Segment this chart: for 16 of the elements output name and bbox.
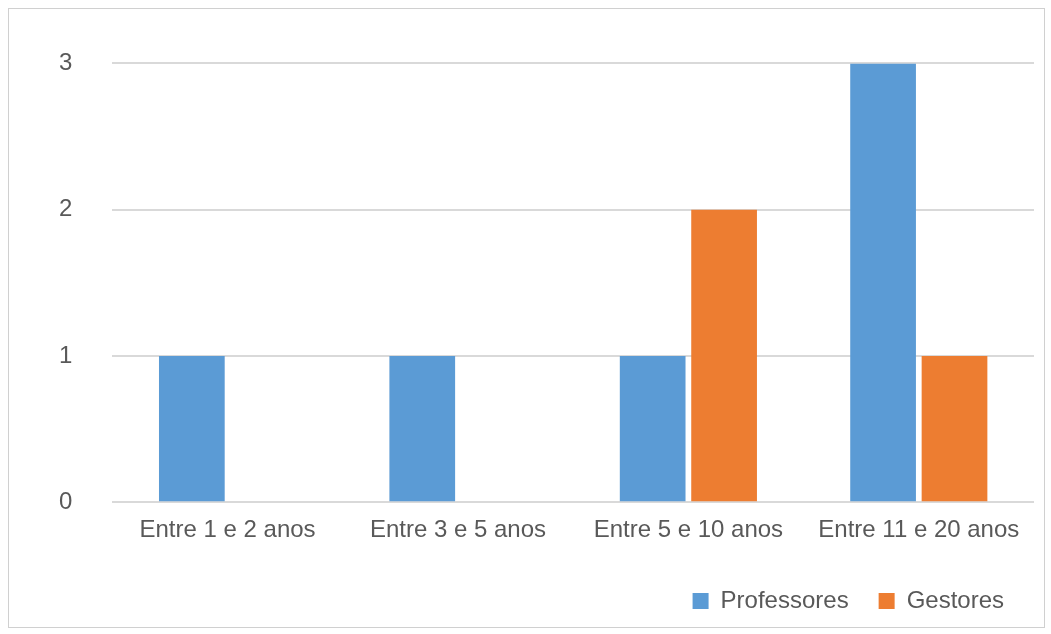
y-tick-label: 2 [58, 194, 73, 222]
bar [158, 355, 225, 502]
bar [619, 355, 686, 502]
legend-label: Gestores [906, 585, 1004, 613]
bar [921, 355, 988, 502]
x-tick-label: Entre 1 e 2 anos [139, 515, 316, 543]
x-tick-label: Entre 3 e 5 anos [369, 515, 547, 543]
bar [850, 63, 916, 502]
bar [389, 355, 456, 502]
bar [691, 209, 757, 502]
y-tick-label: 0 [58, 486, 73, 514]
x-tick-label: Entre 11 e 20 anos [818, 515, 1020, 543]
y-tick-label: 3 [58, 48, 73, 76]
y-tick-label: 1 [58, 340, 73, 368]
x-tick-label: Entre 5 e 10 anos [593, 515, 784, 543]
legend-label: Professores [720, 585, 849, 613]
